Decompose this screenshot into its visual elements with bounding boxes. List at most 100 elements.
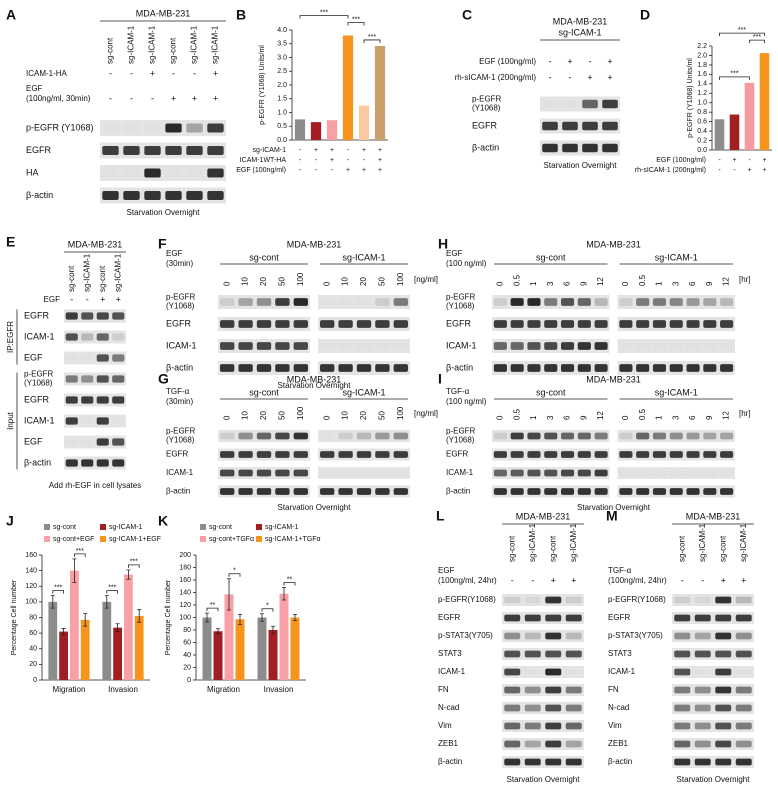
band: [65, 375, 78, 383]
band: [96, 417, 109, 425]
band: [652, 320, 667, 328]
band: [544, 432, 558, 440]
y-tick-label: 0.8: [697, 109, 707, 116]
band: [207, 191, 224, 200]
bar: [102, 601, 112, 680]
row-label: p-STAT3(Y705): [608, 631, 663, 640]
error-bar: [260, 613, 264, 622]
lane-label: 1: [529, 281, 538, 286]
blot-header: MDA-MB-231: [586, 239, 641, 249]
band: [102, 146, 119, 155]
band: [720, 298, 734, 306]
band: [694, 668, 711, 676]
condition-sign: +: [330, 147, 334, 154]
membrane-strip: [502, 648, 584, 660]
condition-label: (100ng/ml, 24hr): [608, 576, 667, 585]
band: [112, 375, 125, 383]
condition-label: ICAM-1-HA: [26, 69, 68, 78]
band: [720, 320, 734, 328]
lane-label: 0.5: [512, 408, 521, 420]
error-bar: [104, 595, 109, 609]
band: [686, 432, 700, 440]
row-label: β-actin: [472, 142, 499, 152]
condition-sign: +: [587, 72, 592, 82]
band: [356, 488, 372, 495]
band: [720, 488, 734, 495]
condition-sign: -: [299, 157, 302, 164]
band: [504, 758, 521, 766]
band: [694, 650, 711, 658]
band: [715, 740, 732, 748]
band: [577, 364, 591, 372]
band: [545, 632, 562, 640]
band: [112, 417, 125, 425]
band: [545, 758, 562, 766]
band: [65, 312, 78, 320]
band: [694, 596, 711, 604]
lane-label: 100: [296, 272, 305, 286]
y-tick-label: 20: [183, 664, 191, 671]
condition-sign: -: [718, 157, 721, 164]
band: [703, 320, 717, 328]
condition-label: rh-sICAM-1 (200ng/ml): [635, 167, 706, 174]
lane-label: 12: [596, 277, 605, 286]
legend-swatch: [200, 524, 206, 530]
y-tick-label: 1.6: [697, 71, 707, 78]
significance-bracket: [299, 15, 349, 19]
band: [636, 469, 650, 477]
band: [619, 320, 633, 328]
blot-footer: Starvation Overnight: [278, 381, 352, 390]
band: [81, 375, 94, 383]
band: [619, 364, 633, 372]
band: [102, 123, 119, 133]
lane-label: sg-cont: [98, 265, 107, 292]
condition-sign: +: [378, 147, 382, 154]
legend-label: sg-ICAM-1+EGF: [109, 536, 161, 543]
band: [375, 451, 390, 458]
lane-label: 0: [222, 415, 231, 420]
lane-label: 20: [359, 277, 368, 286]
blot-header: MDA-MB-231: [287, 239, 342, 249]
row-label: ICAM-1: [24, 331, 55, 341]
band: [220, 451, 235, 458]
significance-label: ***: [108, 584, 116, 591]
legend-swatch: [256, 524, 262, 530]
y-tick-label: 2.0: [277, 82, 287, 89]
error-bar: [293, 613, 297, 622]
band: [275, 469, 290, 477]
error-bar: [50, 595, 55, 609]
band: [356, 320, 372, 328]
membrane-strip: [64, 456, 126, 470]
band: [602, 121, 618, 131]
band: [493, 364, 507, 372]
row-label: STAT3: [608, 649, 632, 658]
significance-label: ***: [320, 9, 328, 16]
band: [393, 432, 408, 440]
band: [238, 364, 253, 372]
y-tick-label: 0.0: [277, 137, 287, 144]
condition-label: (100ng/ml, 24hr): [438, 576, 497, 585]
band: [619, 432, 633, 440]
lane-label: 3: [546, 281, 555, 286]
blot-footer: Starvation Overnight: [127, 208, 201, 217]
band: [694, 722, 711, 730]
y-tick-label: 0: [187, 677, 191, 684]
band: [545, 668, 562, 676]
row-label: (Y1068): [166, 436, 195, 445]
significance-label: ***: [130, 559, 138, 566]
membrane-strip: [672, 612, 754, 624]
condition-sign: -: [701, 575, 704, 585]
condition-sign: -: [681, 575, 684, 585]
row-label: p-EGFR: [472, 95, 502, 104]
band: [96, 375, 109, 383]
condition-label: EGF: [44, 295, 61, 304]
band: [102, 191, 119, 200]
panel-letter: L: [436, 508, 445, 524]
row-label: ICAM-1: [24, 415, 55, 425]
condition-sign: +: [762, 167, 766, 174]
band: [504, 632, 521, 640]
condition-sign: -: [531, 575, 534, 585]
condition-sign: -: [193, 68, 196, 78]
band: [715, 722, 732, 730]
condition-label: EGF (100ng/ml): [479, 57, 536, 66]
